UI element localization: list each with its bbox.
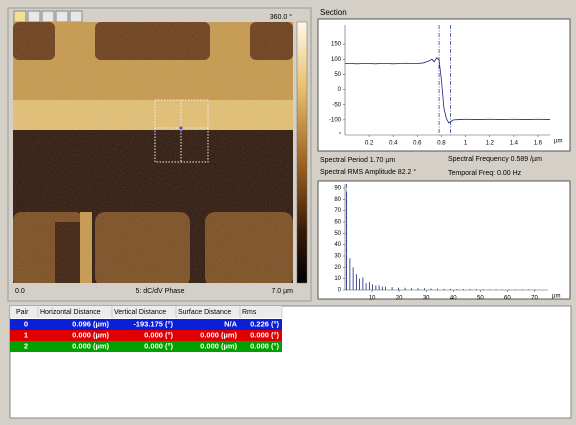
table-cell: 0.000 (µm): [72, 330, 109, 339]
table-cell: 0.000 (°): [144, 341, 173, 350]
y-tick-label: 60: [334, 220, 341, 226]
y-tick-label: 90: [334, 186, 341, 192]
tool-zoom-out[interactable]: [55, 10, 69, 23]
table-header: [10, 306, 282, 318]
tool-hand[interactable]: [27, 10, 41, 23]
y-tick-label: 20: [334, 265, 341, 271]
image-size: 7.0 µm: [271, 288, 293, 295]
table-cell: 0.000 (µm): [200, 341, 237, 350]
table-cell: N/A: [224, 319, 238, 328]
table-cell: 0: [24, 319, 28, 328]
y-tick-label: 0: [338, 288, 342, 294]
x-tick-label: 1.6: [534, 141, 543, 147]
temporal-freq: Temporal Freq: 0.00 Hz: [448, 170, 522, 177]
tool-reset[interactable]: [69, 10, 83, 23]
y-unit: °: [339, 133, 342, 139]
table-cell: 1: [24, 330, 28, 339]
scale-max: 360.0 °: [270, 13, 292, 21]
table-cell: 2: [24, 341, 28, 350]
y-tick-label: 0: [338, 87, 342, 93]
tool-zoom[interactable]: [41, 10, 55, 23]
y-tick-label: -50: [332, 102, 341, 108]
y-tick-label: 10: [334, 276, 341, 282]
y-tick-label: 150: [331, 42, 342, 48]
x-tick-label: 70: [531, 296, 538, 302]
spectral-frequency: Spectral Frequency 0.589 /µm: [448, 156, 542, 163]
table-cell: -193.175 (°): [133, 319, 173, 328]
table-cell: 0.096 (µm): [72, 319, 109, 328]
x-tick-label: 30: [423, 296, 430, 302]
color-bar: [296, 21, 308, 284]
table-row: [10, 319, 282, 330]
x-tick-label: 20: [396, 296, 403, 302]
table-cell: 0.000 (°): [250, 330, 279, 339]
x-tick-label: 1: [464, 141, 468, 147]
x-tick-label: 0.8: [437, 141, 446, 147]
column-header: Surface Distance: [178, 309, 231, 316]
y-tick-label: 80: [334, 197, 341, 203]
toolbar: [13, 10, 83, 23]
afm-image: [13, 22, 293, 283]
y-tick-label: 70: [334, 208, 341, 214]
column-header: Vertical Distance: [114, 309, 166, 316]
spectrum-chart: [317, 180, 571, 300]
x-tick-label: 0.4: [389, 141, 398, 147]
x-tick-label: 0.6: [413, 141, 422, 147]
spectral-period: Spectral Period 1.70 µm: [320, 157, 395, 164]
profile-line: [345, 57, 551, 124]
y-tick-label: 50: [334, 72, 341, 78]
x-tick-label: 50: [477, 296, 484, 302]
table-cell: 0.000 (µm): [200, 330, 237, 339]
x-tick-label: 1.2: [486, 141, 495, 147]
spectral-rms: Spectral RMS Amplitude 82.2 °: [320, 168, 416, 176]
column-header: Pair: [16, 309, 29, 316]
x-unit: µm: [552, 294, 560, 300]
y-tick-label: 30: [334, 254, 341, 260]
y-tick-label: 100: [331, 57, 342, 63]
tool-pencil[interactable]: [13, 10, 27, 23]
table-row: [10, 341, 282, 352]
x-tick-label: 60: [504, 296, 511, 302]
table-cell: 0.000 (µm): [72, 341, 109, 350]
x-unit: µm: [554, 139, 562, 145]
image-origin: 0.0: [15, 288, 25, 295]
channel-label: 5: dC/dV Phase: [135, 288, 184, 295]
table-cell: 0.000 (°): [144, 330, 173, 339]
table-cell: 0.000 (°): [250, 341, 279, 350]
y-tick-label: 50: [334, 231, 341, 237]
x-tick-label: 40: [450, 296, 457, 302]
table-cell: 0.226 (°): [250, 319, 279, 328]
section-label: Section: [320, 8, 347, 17]
table-row: [10, 330, 282, 341]
x-tick-label: 0.2: [365, 141, 374, 147]
y-tick-label: 40: [334, 242, 341, 248]
x-tick-label: 1.4: [510, 141, 519, 147]
column-header: Rms: [242, 309, 257, 316]
column-header: Horizontal Distance: [40, 309, 101, 316]
y-tick-label: -100: [329, 117, 342, 123]
x-tick-label: 10: [369, 296, 376, 302]
section-chart: [317, 18, 571, 152]
